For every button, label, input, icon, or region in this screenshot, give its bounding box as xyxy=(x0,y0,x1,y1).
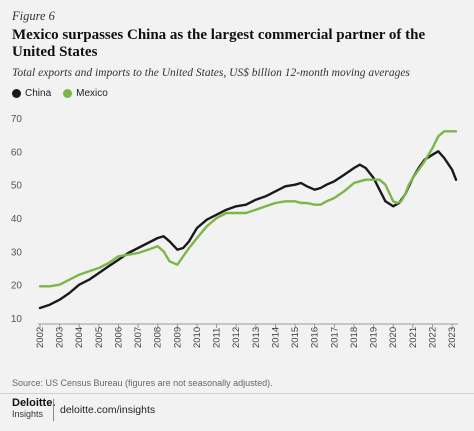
brand-logo: Deloitte. xyxy=(12,397,56,409)
brand-divider xyxy=(53,399,54,421)
y-tick-label: 40 xyxy=(11,214,23,225)
x-tick-label: 2017 xyxy=(329,327,340,348)
x-tick-label: 2006 xyxy=(113,327,124,348)
x-tick-label: 2014 xyxy=(270,327,281,348)
x-tick-label: 2008 xyxy=(153,327,164,348)
x-tick-label: 2015 xyxy=(290,327,301,348)
figure-label: Figure 6 xyxy=(12,9,55,23)
chart-subtitle: Total exports and imports to the United … xyxy=(12,67,410,79)
footer-divider xyxy=(0,393,474,394)
x-tick-label: 2010 xyxy=(192,327,203,348)
chart-title: Mexico surpasses China as the largest co… xyxy=(12,27,426,60)
x-tick-label: 2002 xyxy=(35,327,46,348)
x-tick-label: 2011 xyxy=(212,328,223,348)
legend: China Mexico xyxy=(12,88,108,99)
x-tick-label: 2012 xyxy=(231,327,242,348)
brand-sub: Insights xyxy=(12,409,44,419)
x-tick-label: 2005 xyxy=(94,327,105,348)
x-tick-label: 2020 xyxy=(388,327,399,348)
y-tick-label: 60 xyxy=(11,147,23,158)
x-tick-label: 2021 xyxy=(408,327,419,348)
x-tick-label: 2022 xyxy=(427,327,438,348)
x-tick-label: 2016 xyxy=(310,327,321,348)
legend-swatch-china xyxy=(12,89,21,98)
legend-label-mexico: Mexico xyxy=(76,88,108,99)
y-tick-label: 30 xyxy=(11,247,23,258)
y-tick-label: 70 xyxy=(11,114,23,125)
legend-label-china: China xyxy=(25,88,52,99)
x-tick-label: 2004 xyxy=(74,327,85,348)
x-tick-label: 2003 xyxy=(55,327,66,348)
y-tick-label: 50 xyxy=(11,181,23,192)
x-tick-label: 2007 xyxy=(133,327,144,348)
x-tick-label: 2019 xyxy=(369,327,380,348)
x-tick-label: 2013 xyxy=(251,327,262,348)
y-tick-label: 10 xyxy=(11,314,23,325)
legend-swatch-mexico xyxy=(63,89,73,98)
x-tick-label: 2023 xyxy=(447,327,458,348)
legend-item-china: China xyxy=(12,88,51,99)
legend-item-mexico: Mexico xyxy=(63,88,108,99)
y-tick-label: 20 xyxy=(11,281,23,292)
x-tick-label: 2009 xyxy=(172,327,183,348)
series-line-mexico xyxy=(38,130,458,288)
source-note: Source: US Census Bureau (figures are no… xyxy=(12,378,273,388)
x-tick-label: 2018 xyxy=(349,327,360,348)
footer-url[interactable]: deloitte.com/insights xyxy=(60,404,156,416)
series-line-china xyxy=(38,150,458,310)
